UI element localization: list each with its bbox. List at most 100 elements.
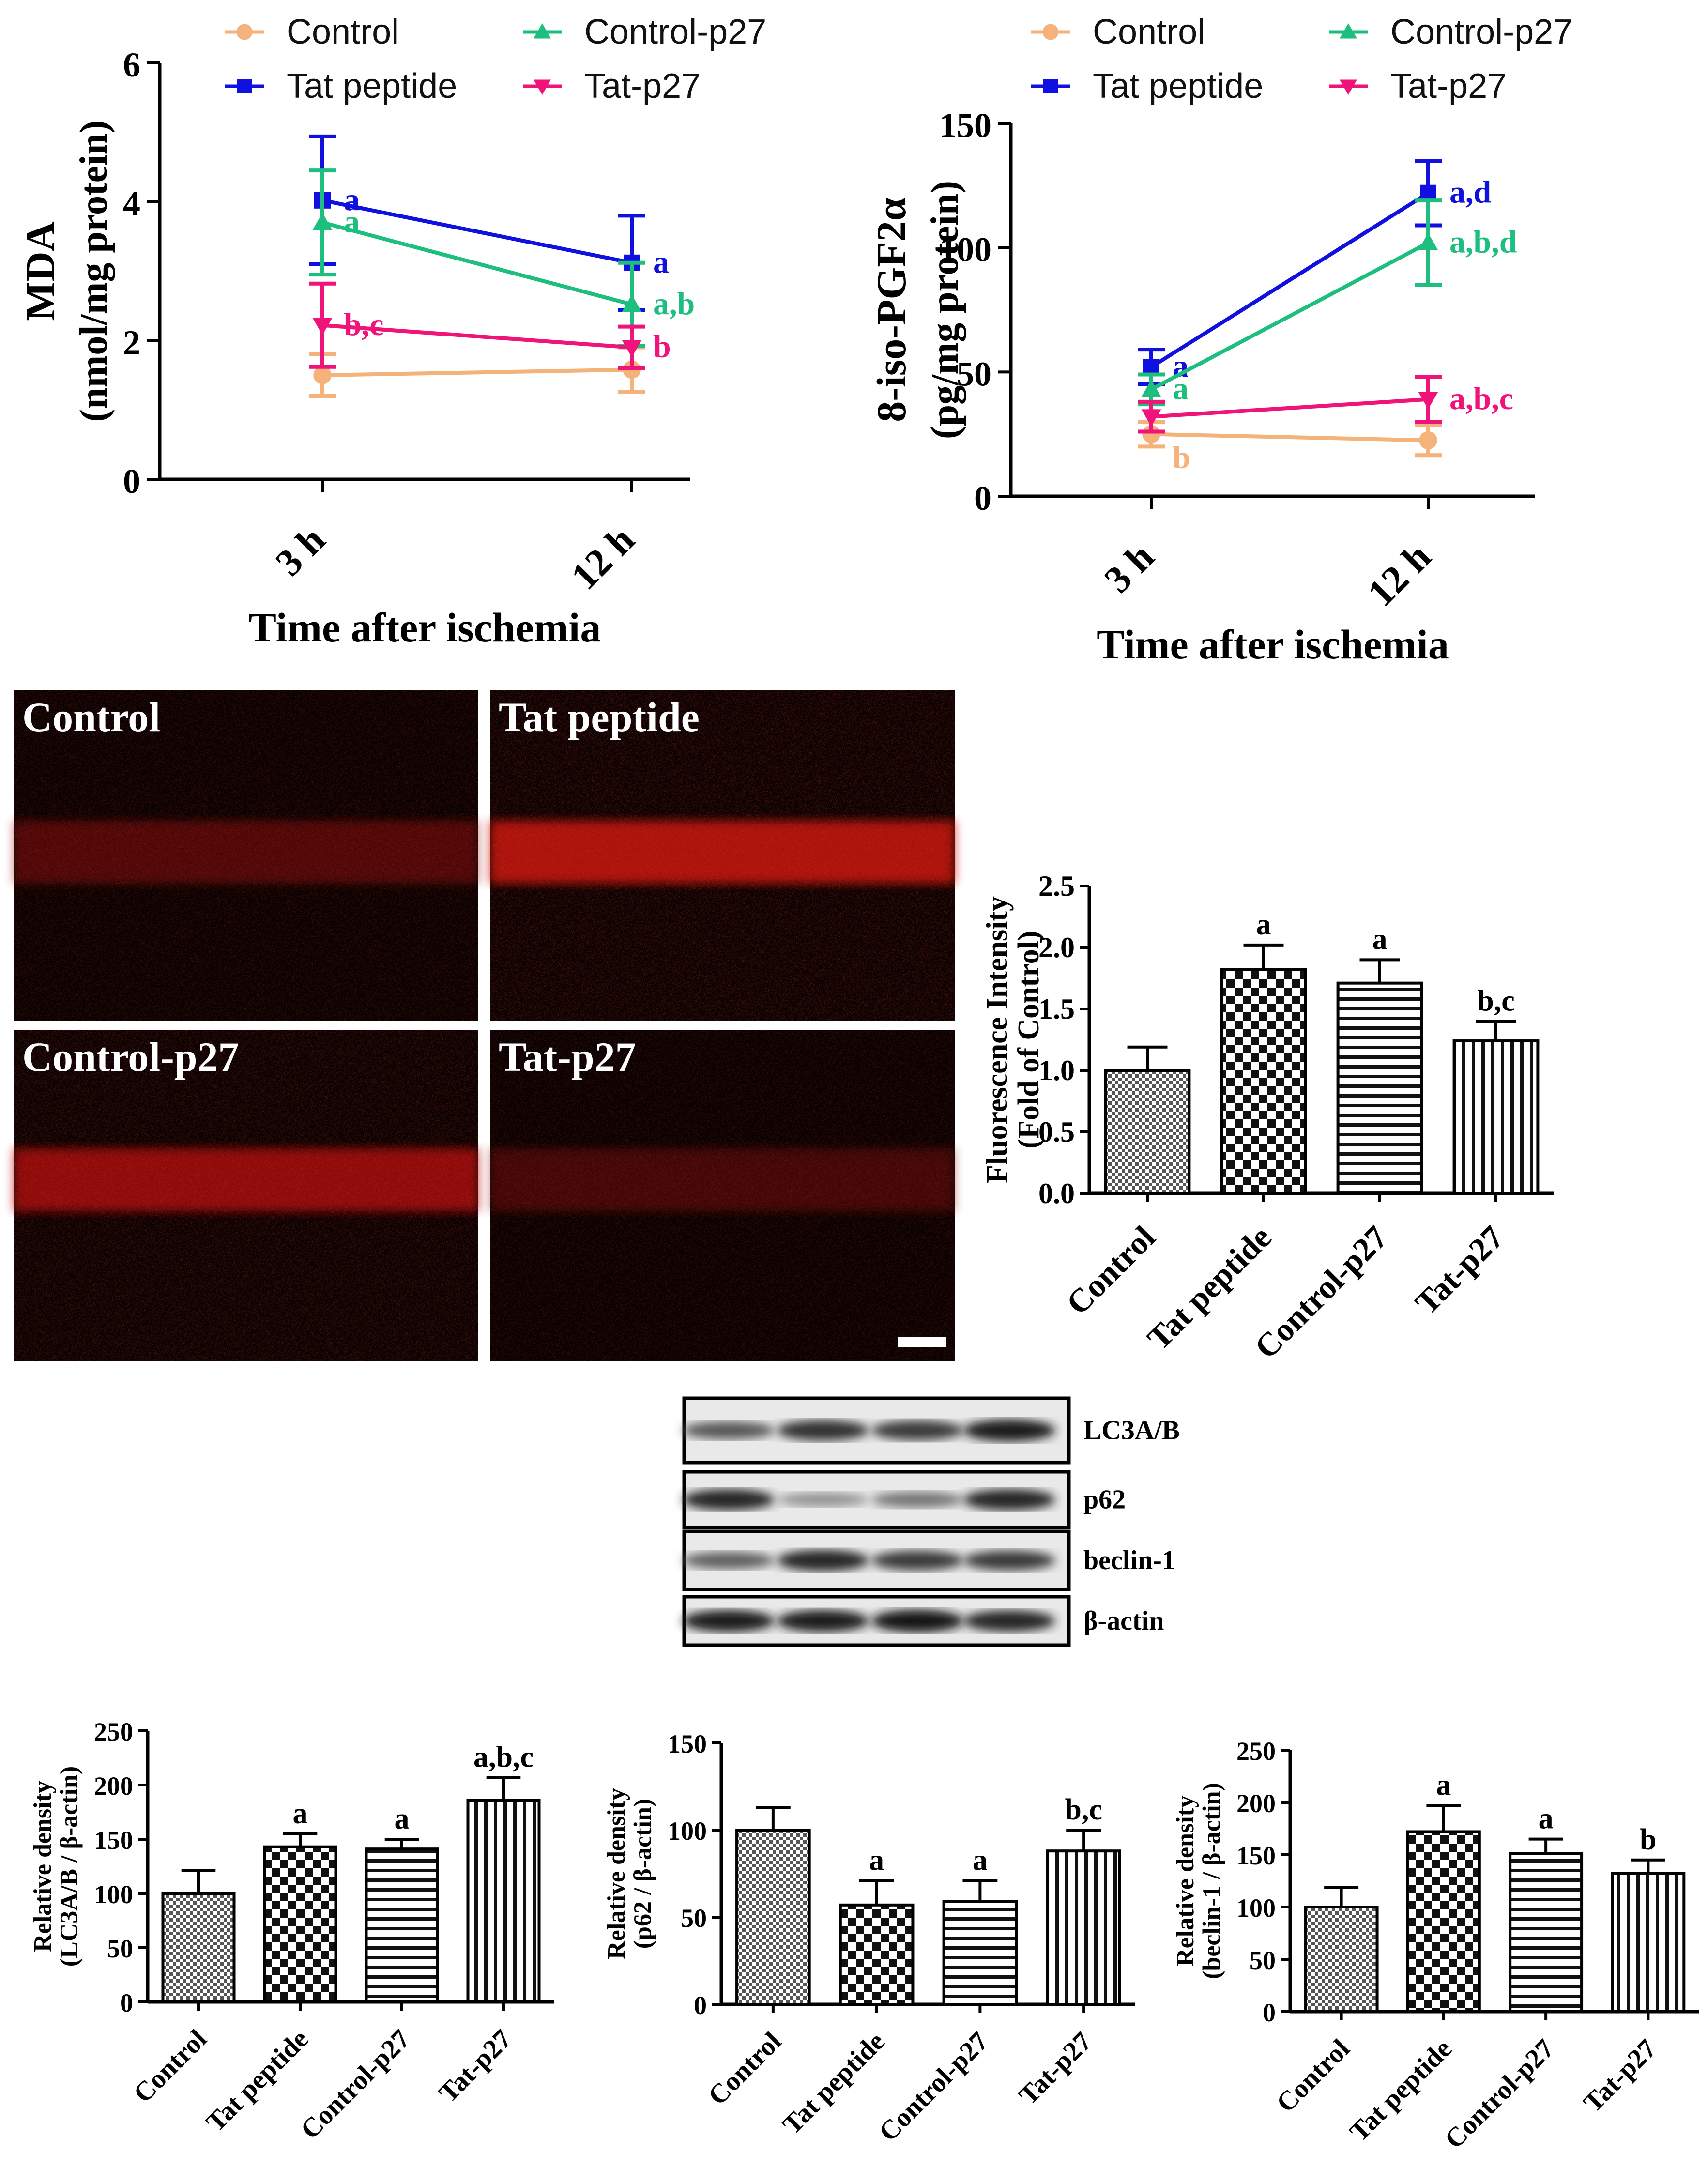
series-control-p27: a a,b,d	[1138, 198, 1517, 406]
y-tick-label: 4	[123, 184, 140, 223]
data-point	[313, 366, 332, 384]
micrograph-label: Control	[22, 694, 160, 740]
series-tat-peptide: aa	[309, 134, 669, 312]
y-axis-subtitle: (pg/mg protein)	[924, 181, 966, 439]
y-axis-title: Relative density	[1172, 1795, 1199, 1967]
significance-label: a	[1173, 371, 1189, 406]
series-tat-p27: b,c b	[309, 281, 671, 370]
x-axis-title: Time after ischemia	[249, 604, 601, 651]
data-point	[1418, 233, 1438, 250]
blot-row-actin: β-actin	[682, 1595, 1164, 1647]
y-tick-label: 50	[957, 354, 991, 393]
legend-label-tat-p27: Tat-p27	[584, 67, 701, 106]
y-tick-label: 200	[1236, 1789, 1276, 1818]
bar	[1220, 968, 1307, 1195]
data-point	[312, 318, 333, 336]
blot-band	[871, 1609, 963, 1633]
blot-band	[777, 1610, 869, 1632]
blot-band	[777, 1493, 869, 1507]
micrograph-grain	[14, 1030, 478, 1361]
y-tick-label: 1.5	[1038, 993, 1075, 1025]
significance-label: a,b,d	[1449, 224, 1517, 260]
x-tick-label: Tat-p27	[1408, 1219, 1510, 1321]
bar	[839, 1903, 915, 2006]
legend-label-control-p27: Control-p27	[584, 13, 766, 51]
y-tick-label: 2	[123, 323, 140, 362]
y-axis-title: Relative density	[603, 1788, 630, 1959]
bar-group-control: Control	[1059, 1045, 1191, 1322]
series-line	[1151, 432, 1429, 443]
y-tick-label: 100	[94, 1880, 133, 1909]
blot-row-p62: p62	[682, 1470, 1126, 1529]
blot-band	[963, 1610, 1055, 1632]
series-line	[1150, 191, 1430, 369]
bar	[1509, 1852, 1584, 2014]
bar	[1406, 1830, 1481, 2013]
bar-group-control: Control	[702, 1806, 811, 2111]
y-axis-subtitle: (p62 / β-actin)	[629, 1799, 657, 1949]
blot-band	[777, 1550, 869, 1571]
x-tick-label: 12 h	[563, 519, 642, 598]
series-tat-p27: a,b,c	[1138, 375, 1513, 434]
y-tick-label: 200	[94, 1771, 133, 1801]
series-line	[322, 367, 632, 377]
x-axis-title: Time after ischemia	[1097, 621, 1449, 668]
blot-label: p62	[1083, 1485, 1126, 1515]
y-tick-label: 2.0	[1038, 931, 1075, 963]
data-point	[1141, 379, 1161, 397]
legend-label-control: Control	[1093, 13, 1205, 51]
y-axis-subtitle: (Fold of Control)	[1012, 931, 1045, 1148]
x-tick-label: Tat peptide	[777, 2026, 891, 2140]
legend-line-charts-left: Control Tat peptide Control-p27 Tat-p27	[225, 13, 766, 106]
y-tick-label: 250	[94, 1717, 133, 1746]
blot-band	[963, 1550, 1055, 1571]
y-tick-label: 0	[1263, 1998, 1276, 2027]
micrograph-tat-peptide: Tat peptide	[490, 690, 955, 1021]
y-tick-label: 1.0	[1038, 1054, 1075, 1086]
micrograph-control-p27: Control-p27	[14, 1030, 478, 1361]
significance-label: a	[1256, 908, 1271, 941]
y-axis-subtitle: (beclin-1 / β-actin)	[1198, 1783, 1226, 1979]
isoprostane-line-chart: 0 50 100 150 3 h 12 h 8-iso-PGF2α (pg/mg protei…	[868, 106, 1535, 668]
x-tick-label: Control-p27	[1439, 2033, 1560, 2154]
x-tick-label: 3 h	[1097, 535, 1162, 601]
legend-label-control: Control	[287, 13, 399, 51]
y-axis-title: MDA	[17, 221, 63, 321]
blot-band	[871, 1492, 963, 1508]
legend-marker-tat-peptide	[237, 79, 252, 93]
y-tick-label: 0	[123, 462, 140, 501]
significance-label: a	[653, 244, 669, 280]
data-point	[1142, 425, 1160, 443]
mda-line-chart: 0 2 4 6 3 h 12 h MDA (nmol/mg protein) Time afte…	[17, 46, 695, 651]
x-tick-label: Control	[1059, 1219, 1162, 1322]
micrograph-control: Control	[14, 690, 478, 1021]
legend-marker-control	[236, 24, 253, 40]
blot-band	[963, 1489, 1055, 1511]
x-tick-label: Control	[702, 2026, 787, 2111]
significance-label: a	[344, 182, 360, 217]
bar	[161, 1892, 236, 2003]
significance-label: b,c	[1065, 1793, 1102, 1826]
beclin-density-bar-chart: 0 50 100 150 200 250 Control a Tat peptide a Contr…	[1172, 1737, 1699, 2154]
bar	[1611, 1872, 1686, 2013]
y-tick-label: 0	[120, 1988, 133, 2017]
series-control-p27: a a,b	[309, 168, 695, 348]
data-point	[622, 294, 642, 312]
x-tick-label: Control	[1271, 2033, 1356, 2118]
legend-marker-control-p27	[1340, 23, 1357, 39]
significance-label: b	[653, 329, 671, 365]
blot-label: beclin-1	[1083, 1545, 1175, 1575]
y-tick-label: 50	[1250, 1946, 1276, 1975]
significance-label: a	[395, 1802, 410, 1835]
legend-label-tat-peptide: Tat peptide	[1093, 67, 1263, 106]
significance-label: a	[1372, 923, 1388, 956]
data-point	[312, 213, 333, 230]
significance-label: a,b	[653, 286, 695, 321]
blot-row-beclin-1: beclin-1	[682, 1529, 1175, 1591]
bar-group-tat-p27: b Tat-p27	[1578, 1823, 1686, 2118]
y-axis-title: 8-iso-PGF2α	[868, 198, 915, 422]
significance-label: b	[1640, 1823, 1656, 1856]
series-control	[309, 345, 645, 398]
